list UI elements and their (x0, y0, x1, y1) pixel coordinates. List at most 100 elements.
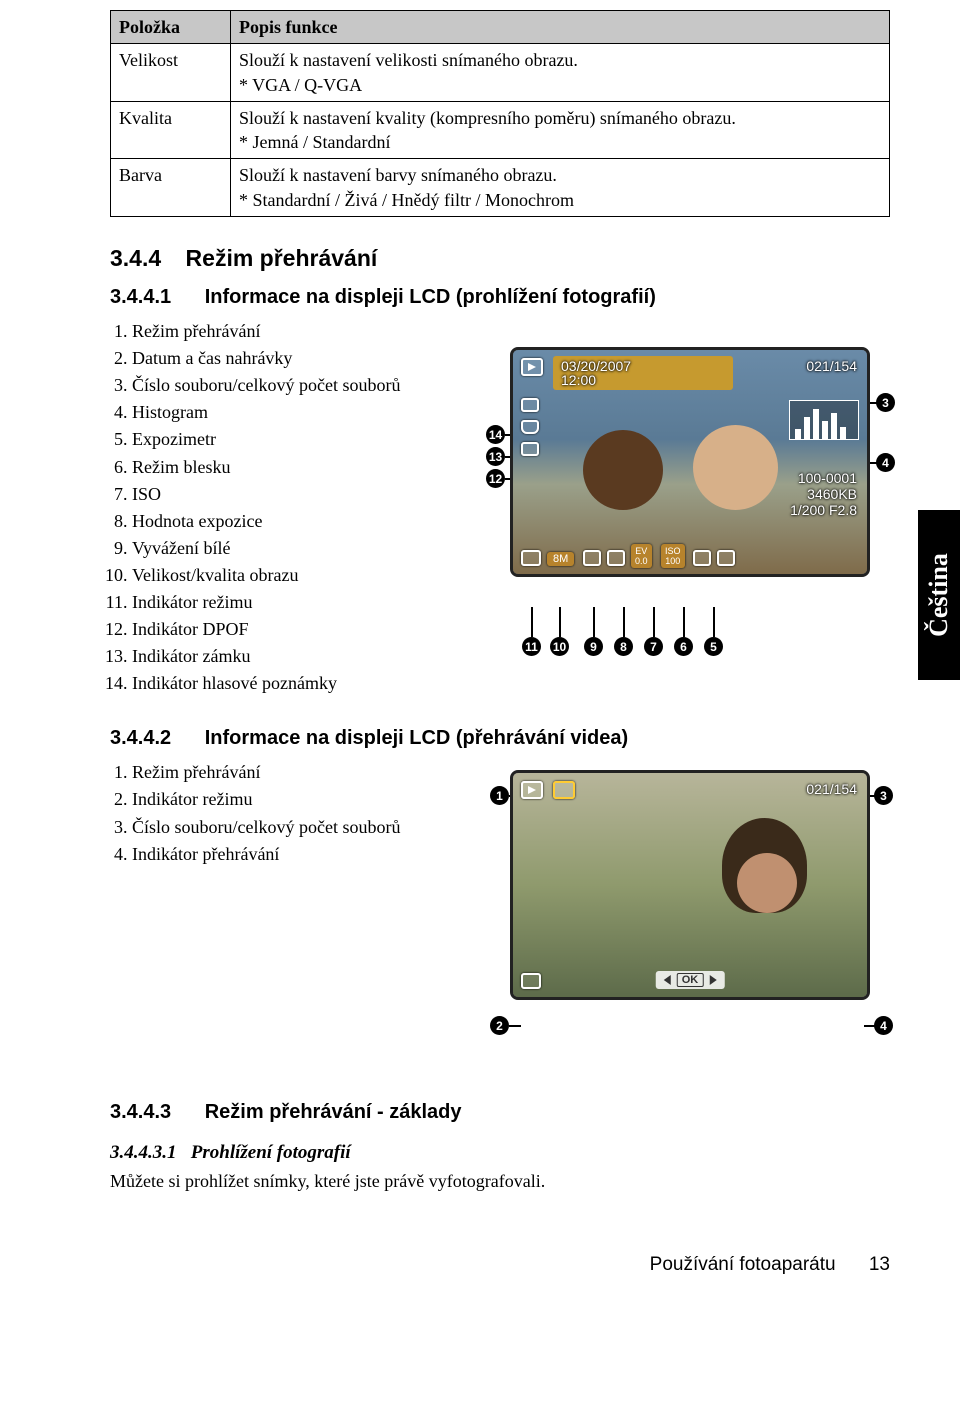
heading-3443: 3.4.4.3 Režim přehrávání - základy (110, 1101, 890, 1124)
heading-3443-num: 3.4.4.3 (110, 1101, 171, 1124)
figure-lcd-photo: 1 2 14 13 12 3 4 (460, 347, 890, 667)
list-item: ISO (132, 481, 438, 507)
play-mode-icon (521, 781, 543, 799)
row-velikost-label: Velikost (111, 44, 231, 102)
leader (683, 607, 685, 637)
list-item: Číslo souboru/celkový počet souborů (132, 372, 438, 398)
list-item: Režim blesku (132, 454, 438, 480)
heading-344-title: Režim přehrávání (186, 245, 378, 271)
list-item: Histogram (132, 399, 438, 425)
histogram-icon (789, 400, 859, 440)
heading-3443-title: Režim přehrávání - základy (205, 1101, 462, 1123)
osd-count: 021/154 (806, 358, 857, 374)
osd-expo: 1/200 F2.8 (790, 502, 857, 518)
callout-3: 3 (874, 786, 893, 805)
heading-3442-title: Informace na displeji LCD (přehrávání vi… (205, 727, 628, 749)
callout-4: 4 (876, 453, 895, 472)
wb-icon (607, 550, 625, 566)
callout-12: 12 (486, 469, 505, 488)
callout-1: 1 (490, 786, 509, 805)
photo-subject (583, 430, 663, 510)
list-item: Expozimetr (132, 426, 438, 452)
row-velikost-desc: Slouží k nastavení velikosti snímaného o… (231, 44, 890, 102)
osd-ev: EV 0.0 (631, 544, 652, 568)
list-item: Indikátor zámku (132, 643, 438, 669)
lock-icon (521, 420, 539, 434)
body-34431: Můžete si prohlížet snímky, které jste p… (110, 1168, 890, 1194)
page-footer: Používání fotoaparátu 13 (110, 1254, 890, 1276)
list-item: Režim přehrávání (132, 318, 438, 344)
list-item: Velikost/kvalita obrazu (132, 562, 438, 588)
language-tab-label: Čeština (924, 553, 954, 637)
osd-8m: 8M (547, 552, 574, 566)
ok-panel: OK (656, 971, 725, 989)
heading-344-num: 3.4.4 (110, 245, 161, 272)
heading-3441: 3.4.4.1 Informace na displeji LCD (prohl… (110, 286, 890, 309)
list-item: Číslo souboru/celkový počet souborů (132, 814, 438, 840)
heading-3441-num: 3.4.4.1 (110, 286, 171, 309)
list-item: Vyvážení bílé (132, 535, 438, 561)
callout-9: 9 (584, 637, 603, 656)
list-3442: Režim přehrávání Indikátor režimu Číslo … (110, 759, 438, 866)
heading-34431-num: 3.4.4.3.1 (110, 1142, 177, 1163)
footer-text: Používání fotoaparátu (650, 1254, 836, 1275)
list-3441: Režim přehrávání Datum a čas nahrávky Čí… (110, 318, 438, 696)
mode-indicator-icon (521, 973, 541, 989)
th-item: Položka (111, 11, 231, 44)
mode-icon (521, 550, 541, 566)
leader (623, 607, 625, 637)
language-tab: Čeština (918, 510, 960, 680)
leader (864, 1025, 875, 1027)
next-icon (709, 975, 716, 985)
row-barva-desc: Slouží k nastavení barvy snímaného obraz… (231, 159, 890, 217)
callout-3: 3 (876, 393, 895, 412)
ok-label: OK (677, 973, 704, 987)
list-item: Datum a čas nahrávky (132, 345, 438, 371)
osd-size: 3460KB (807, 486, 857, 502)
callout-4: 4 (874, 1016, 893, 1035)
list-item: Indikátor režimu (132, 786, 438, 812)
flash-icon (693, 550, 711, 566)
callout-6: 6 (674, 637, 693, 656)
leader (713, 607, 715, 637)
list-item: Indikátor hlasové poznámky (132, 670, 438, 696)
heading-344: 3.4.4 Režim přehrávání (110, 245, 890, 272)
leader (559, 607, 561, 637)
dpof-icon (521, 442, 539, 456)
callout-8: 8 (614, 637, 633, 656)
video-mode-icon (553, 781, 575, 799)
meter-icon (717, 550, 735, 566)
voice-memo-icon (521, 398, 539, 412)
play-mode-icon (521, 358, 543, 376)
callout-14: 14 (486, 425, 505, 444)
heading-34431-title: Prohlížení fotografií (191, 1142, 351, 1163)
heading-3441-title: Informace na displeji LCD (prohlížení fo… (205, 286, 656, 308)
prev-icon (664, 975, 671, 985)
row-kvalita-desc: Slouží k nastavení kvality (kompresního … (231, 101, 890, 159)
callout-2: 2 (490, 1016, 509, 1035)
list-item: Indikátor přehrávání (132, 841, 438, 867)
function-table: Položka Popis funkce Velikost Slouží k n… (110, 10, 890, 217)
photo-subject (737, 853, 797, 913)
leader (531, 607, 533, 637)
quality-icon (583, 550, 601, 566)
callout-13: 13 (486, 447, 505, 466)
list-item: Hodnota expozice (132, 508, 438, 534)
heading-34431: 3.4.4.3.1 Prohlížení fotografií (110, 1142, 351, 1164)
th-desc: Popis funkce (231, 11, 890, 44)
osd-count: 021/154 (806, 781, 857, 797)
leader (593, 607, 595, 637)
osd-time: 12:00 (561, 372, 596, 388)
callout-10: 10 (550, 637, 569, 656)
heading-3442-num: 3.4.4.2 (110, 727, 171, 750)
leader (653, 607, 655, 637)
leader (509, 1025, 521, 1027)
osd-iso: ISO 100 (661, 544, 685, 568)
callout-11: 11 (522, 637, 541, 656)
lcd-screen: 021/154 OK (510, 770, 870, 1000)
figure-lcd-video: 1 3 2 4 021/154 (460, 770, 890, 1055)
callout-5: 5 (704, 637, 723, 656)
row-barva-label: Barva (111, 159, 231, 217)
photo-subject (693, 425, 778, 510)
list-item: Režim přehrávání (132, 759, 438, 785)
